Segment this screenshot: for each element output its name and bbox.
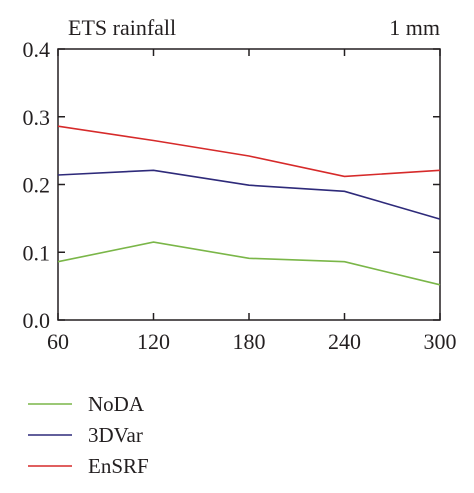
x-tick-label: 300	[424, 329, 457, 354]
x-tick-label: 120	[137, 329, 170, 354]
legend-label-noda: NoDA	[88, 392, 145, 416]
y-tick-label: 0.3	[23, 105, 51, 130]
legend: NoDA 3DVar EnSRF	[28, 392, 149, 478]
series-line-3dvar	[57, 169, 441, 220]
y-tick-label: 0.2	[23, 173, 51, 198]
x-tick-label: 60	[47, 329, 69, 354]
y-tick-label: 0.4	[23, 37, 51, 62]
series-lines	[57, 125, 441, 286]
x-tick-label: 240	[328, 329, 361, 354]
x-axis-ticks: 60 120 180 240 300	[47, 49, 457, 354]
y-tick-label: 0.0	[23, 308, 51, 333]
threshold-label: 1 mm	[389, 15, 440, 40]
legend-label-3dvar: 3DVar	[88, 423, 143, 447]
y-axis-ticks: 0.0 0.1 0.2 0.3 0.4	[23, 37, 440, 333]
series-line-noda	[57, 241, 441, 286]
series-line-ensrf	[57, 125, 441, 178]
x-tick-label: 180	[233, 329, 266, 354]
y-tick-label: 0.1	[23, 240, 51, 265]
chart-title: ETS rainfall	[68, 15, 176, 40]
legend-label-ensrf: EnSRF	[88, 454, 149, 478]
